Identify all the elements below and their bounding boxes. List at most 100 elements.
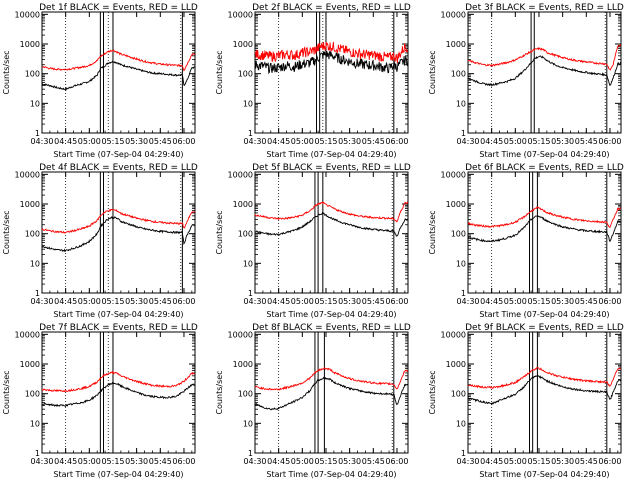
plot-frame	[41, 331, 196, 454]
y-tick-label: 10000	[441, 330, 466, 339]
y-axis-label: Counts/sec	[2, 210, 11, 254]
x-tick-label: 04:30	[243, 457, 266, 466]
chart-svg: Det 4f BLACK = Events, RED = LLD Counts/s…	[2, 163, 198, 319]
lld-series-line	[254, 41, 408, 63]
events-series-line	[254, 376, 408, 411]
x-tick-label: 04:30	[243, 137, 266, 146]
events-series-line	[41, 381, 196, 408]
detector-panel: Det 1f BLACK = Events, RED = LLD Counts/s…	[0, 0, 213, 160]
chart-title: Det 2f BLACK = Events, RED = LLD	[252, 3, 411, 13]
x-tick-label: 05:45	[149, 457, 172, 466]
x-tick-label: 05:30	[338, 457, 361, 466]
x-tick-label: 05:45	[575, 137, 598, 146]
x-tick-label: 04:45	[54, 297, 77, 306]
y-tick-label: 10000	[15, 330, 40, 339]
x-tick-label: 06:00	[172, 297, 195, 306]
lld-series-line	[41, 370, 196, 393]
y-axis-label: Counts/sec	[428, 210, 437, 254]
y-tick-label: 100	[451, 390, 466, 399]
x-tick-label: 05:15	[314, 137, 337, 146]
y-tick-label: 1000	[20, 200, 40, 209]
chart-svg: Det 8f BLACK = Events, RED = LLD Counts/s…	[215, 323, 411, 479]
chart-title: Det 3f BLACK = Events, RED = LLD	[465, 3, 624, 13]
x-tick-label: 04:45	[480, 137, 503, 146]
y-tick-label: 10000	[228, 330, 253, 339]
chart-svg: Det 9f BLACK = Events, RED = LLD Counts/s…	[428, 323, 624, 479]
events-series-line	[467, 55, 622, 88]
chart-svg: Det 1f BLACK = Events, RED = LLD Counts/s…	[2, 3, 198, 159]
y-tick-label: 1	[248, 129, 253, 138]
events-series-line	[42, 60, 196, 91]
x-tick-label: 06:00	[598, 137, 621, 146]
y-tick-label: 10	[456, 419, 466, 428]
y-tick-label: 10000	[228, 170, 253, 179]
y-tick-label: 100	[238, 70, 253, 79]
events-series-line	[467, 374, 622, 406]
x-tick-label: 05:30	[125, 137, 148, 146]
y-tick-label: 1000	[446, 360, 466, 369]
lld-series-line	[41, 208, 196, 234]
chart-svg: Det 6f BLACK = Events, RED = LLD Counts/s…	[428, 163, 624, 319]
lld-series-line	[467, 206, 621, 229]
x-tick-label: 04:45	[54, 457, 77, 466]
y-tick-label: 10	[243, 99, 253, 108]
x-tick-label: 05:30	[551, 297, 574, 306]
y-tick-label: 10	[30, 419, 40, 428]
x-tick-label: 05:15	[101, 297, 124, 306]
y-tick-label: 1	[248, 449, 253, 458]
y-tick-label: 1	[461, 129, 466, 138]
x-tick-label: 04:30	[30, 297, 53, 306]
x-tick-label: 04:30	[243, 297, 266, 306]
y-tick-label: 1000	[233, 200, 253, 209]
x-tick-label: 04:30	[456, 297, 479, 306]
x-axis-label: Start Time (07-Sep-04 04:29:40)	[53, 310, 183, 319]
detector-panel: Det 4f BLACK = Events, RED = LLD Counts/s…	[0, 160, 213, 320]
x-tick-label: 04:45	[480, 457, 503, 466]
chart-title: Det 1f BLACK = Events, RED = LLD	[39, 3, 198, 13]
x-tick-label: 05:30	[125, 297, 148, 306]
y-axis-label: Counts/sec	[428, 50, 437, 94]
x-tick-label: 05:45	[149, 137, 172, 146]
chart-title: Det 5f BLACK = Events, RED = LLD	[252, 163, 411, 173]
lld-series-line	[467, 366, 622, 389]
y-tick-label: 1	[35, 129, 40, 138]
x-tick-label: 05:15	[314, 297, 337, 306]
x-tick-label: 05:30	[551, 137, 574, 146]
y-tick-label: 100	[25, 230, 40, 239]
y-tick-label: 10000	[441, 10, 466, 19]
x-tick-label: 04:45	[267, 457, 290, 466]
x-axis-label: Start Time (07-Sep-04 04:29:40)	[479, 310, 609, 319]
x-tick-label: 05:00	[504, 137, 527, 146]
x-axis-label: Start Time (07-Sep-04 04:29:40)	[266, 470, 396, 479]
y-tick-label: 10000	[15, 10, 40, 19]
plot-frame	[41, 11, 196, 134]
y-tick-label: 10	[456, 99, 466, 108]
x-tick-label: 05:15	[527, 457, 550, 466]
chart-title: Det 6f BLACK = Events, RED = LLD	[465, 163, 624, 173]
x-tick-label: 04:30	[30, 457, 53, 466]
plot-frame	[254, 331, 409, 454]
x-tick-label: 04:45	[54, 137, 77, 146]
x-tick-label: 05:45	[575, 297, 598, 306]
x-axis-label: Start Time (07-Sep-04 04:29:40)	[266, 150, 396, 159]
y-tick-label: 10000	[228, 10, 253, 19]
y-tick-label: 100	[238, 390, 253, 399]
x-axis-label: Start Time (07-Sep-04 04:29:40)	[53, 470, 183, 479]
x-tick-label: 04:30	[456, 457, 479, 466]
x-tick-label: 05:15	[101, 457, 124, 466]
y-tick-label: 1	[461, 289, 466, 298]
y-axis-label: Counts/sec	[2, 370, 11, 414]
x-tick-label: 06:00	[385, 297, 408, 306]
x-tick-label: 04:45	[267, 137, 290, 146]
detector-panel: Det 2f BLACK = Events, RED = LLD Counts/s…	[213, 0, 426, 160]
y-tick-label: 100	[25, 70, 40, 79]
y-tick-label: 10	[30, 259, 40, 268]
x-tick-label: 05:45	[362, 457, 385, 466]
y-tick-label: 1000	[20, 360, 40, 369]
x-axis-label: Start Time (07-Sep-04 04:29:40)	[266, 310, 396, 319]
plot-frame	[467, 171, 622, 294]
y-tick-label: 1	[461, 449, 466, 458]
y-tick-label: 1	[35, 449, 40, 458]
events-series-line	[467, 215, 621, 243]
